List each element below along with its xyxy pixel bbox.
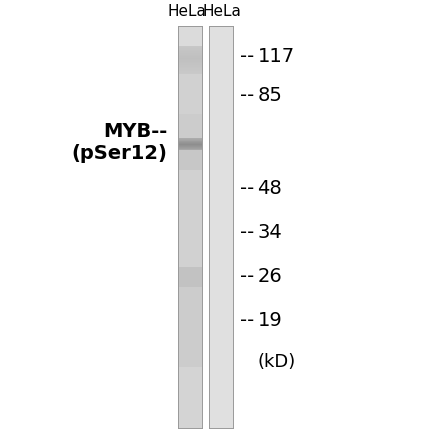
Text: --: -- xyxy=(240,267,254,286)
Text: (kD): (kD) xyxy=(257,353,296,371)
Text: --: -- xyxy=(240,179,254,198)
Text: HeLa: HeLa xyxy=(168,4,206,19)
Text: 117: 117 xyxy=(257,47,294,66)
Text: 85: 85 xyxy=(257,86,282,105)
Text: --: -- xyxy=(240,47,254,66)
Text: 26: 26 xyxy=(257,267,282,286)
Text: MYB--: MYB-- xyxy=(103,122,167,141)
Text: HeLa: HeLa xyxy=(203,4,242,19)
Text: --: -- xyxy=(240,310,254,329)
Text: --: -- xyxy=(240,86,254,105)
Text: 34: 34 xyxy=(257,223,282,242)
Text: 48: 48 xyxy=(257,179,282,198)
Text: 19: 19 xyxy=(257,310,282,329)
Text: --: -- xyxy=(240,223,254,242)
Text: (pSer12): (pSer12) xyxy=(71,144,167,163)
